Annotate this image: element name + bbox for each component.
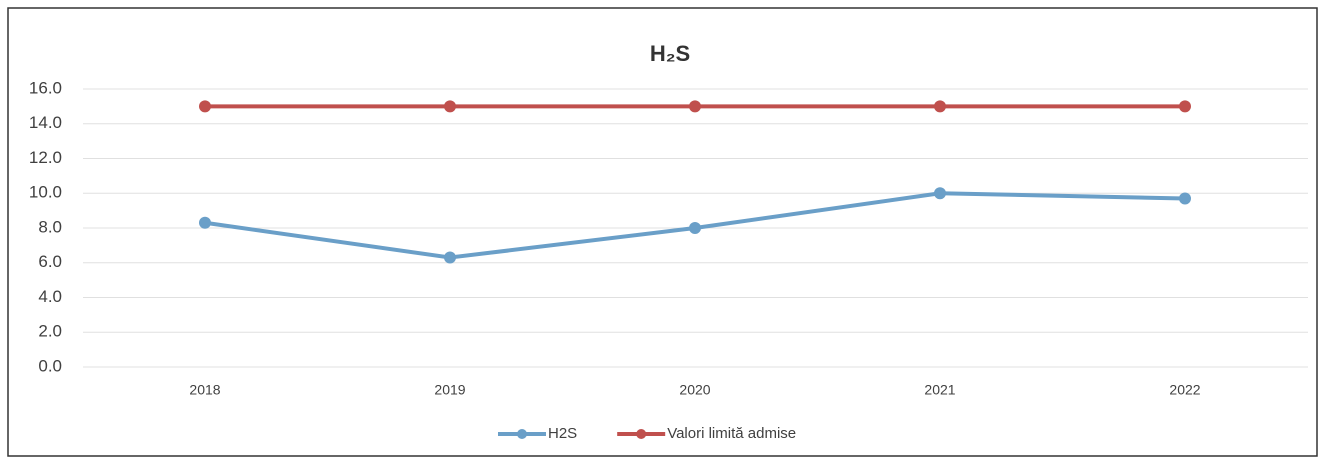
x-tick-label: 2022 [1169, 382, 1200, 398]
legend-marker [636, 429, 647, 439]
y-tick-label: 12.0 [29, 148, 62, 167]
x-tick-label: 2019 [434, 382, 465, 398]
legend-marker [517, 429, 527, 439]
x-tick-label: 2021 [924, 382, 955, 398]
data-point [689, 100, 701, 113]
data-point [199, 100, 211, 113]
x-tick-label: 2018 [189, 382, 220, 398]
data-point [444, 251, 456, 264]
legend-label: Valori limită admise [667, 425, 796, 442]
data-point [199, 216, 211, 229]
data-point [444, 100, 456, 113]
data-point [1179, 100, 1191, 113]
data-point [689, 222, 701, 234]
y-tick-label: 14.0 [29, 113, 62, 132]
y-tick-label: 0.0 [38, 356, 62, 375]
y-tick-label: 8.0 [38, 217, 62, 236]
y-tick-label: 4.0 [38, 287, 62, 306]
legend-label: H2S [548, 425, 577, 442]
y-tick-label: 2.0 [38, 322, 62, 341]
x-tick-label: 2020 [679, 382, 710, 398]
data-point [1179, 192, 1191, 205]
y-tick-label: 16.0 [29, 78, 62, 97]
data-point [934, 187, 946, 200]
data-point [934, 100, 946, 113]
y-tick-label: 10.0 [29, 183, 62, 202]
y-tick-label: 6.0 [38, 252, 62, 271]
chart-title: H₂S [650, 41, 690, 66]
